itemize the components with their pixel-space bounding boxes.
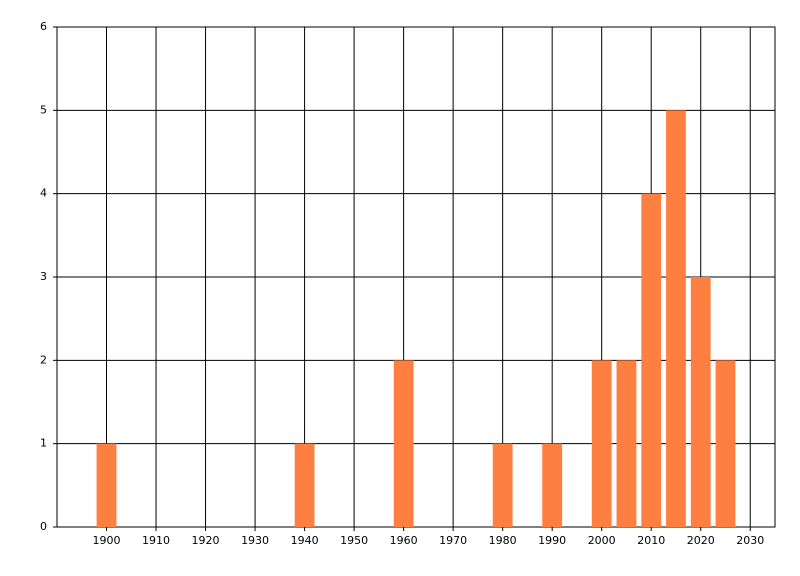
- x-tick-label: 1930: [241, 534, 269, 547]
- x-tick-label: 1900: [93, 534, 121, 547]
- x-tick-label: 1940: [291, 534, 319, 547]
- bar: [591, 360, 612, 527]
- bar: [666, 110, 686, 527]
- y-tick-label: 1: [40, 437, 47, 450]
- bar: [616, 360, 637, 527]
- x-tick-label: 2010: [637, 534, 665, 547]
- y-tick-label: 0: [40, 520, 47, 533]
- x-tick-label: 1950: [340, 534, 368, 547]
- x-tick-label: 1990: [538, 534, 566, 547]
- bar: [492, 443, 513, 527]
- bar: [641, 193, 662, 527]
- bar: [294, 443, 315, 527]
- y-tick-label: 3: [40, 270, 47, 283]
- x-tick-label: 1980: [489, 534, 517, 547]
- x-tick-label: 1910: [142, 534, 170, 547]
- x-tick-label: 1970: [439, 534, 467, 547]
- bar: [542, 443, 563, 527]
- x-tick-label: 1960: [390, 534, 418, 547]
- bar: [96, 443, 117, 527]
- y-tick-label: 4: [40, 187, 47, 200]
- bar: [393, 360, 414, 527]
- x-tick-label: 2020: [687, 534, 715, 547]
- x-tick-label: 1920: [192, 534, 220, 547]
- x-tick-label: 2030: [736, 534, 764, 547]
- y-tick-label: 2: [40, 353, 47, 366]
- plot-frame: [56, 26, 776, 528]
- bar: [690, 277, 711, 527]
- y-tick-label: 5: [40, 103, 47, 116]
- x-tick-label: 2000: [588, 534, 616, 547]
- y-tick-label: 6: [40, 20, 47, 33]
- bar: [715, 360, 736, 527]
